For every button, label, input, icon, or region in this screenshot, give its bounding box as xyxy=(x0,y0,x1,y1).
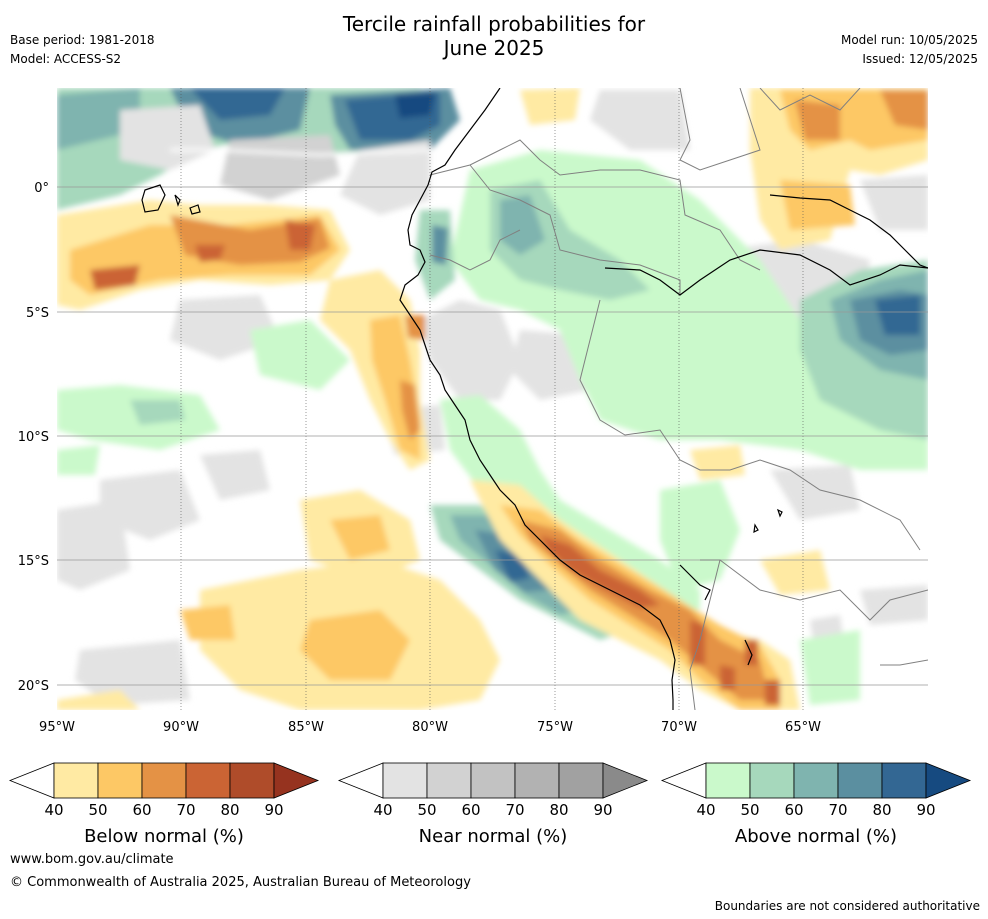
above-normal-swatch-40 xyxy=(705,762,751,799)
lon-tick-70w: 70°W xyxy=(661,720,697,735)
boundary-disclaimer: Boundaries are not considered authoritat… xyxy=(714,899,980,913)
map-title: Tercile rainfall probabilities for June … xyxy=(0,12,988,60)
map-area xyxy=(57,88,928,710)
colorbar-legends: 40 50 60 70 80 90 Below normal (%) 40 50 60 70 80 90… xyxy=(8,762,972,847)
lat-tick-20s: 20°S xyxy=(18,679,49,694)
near-normal-label-80: 80 xyxy=(549,801,568,819)
lon-tick-65w: 65°W xyxy=(785,720,821,735)
above-normal-swatch-50 xyxy=(749,762,795,799)
website-link[interactable]: www.bom.gov.au/climate xyxy=(10,852,174,867)
above-normal-label-90: 90 xyxy=(916,801,935,819)
lon-tick-80w: 80°W xyxy=(412,720,448,735)
below-normal-swatch-70 xyxy=(185,762,231,799)
near-normal-title: Near normal (%) xyxy=(419,826,568,847)
below-normal-colorbar: 40 50 60 70 80 90 Below normal (%) xyxy=(8,762,320,847)
copyright-notice: © Commonwealth of Australia 2025, Austra… xyxy=(10,875,471,890)
near-normal-swatch-50 xyxy=(426,762,472,799)
below-normal-label-50: 50 xyxy=(88,801,107,819)
below-normal-swatch-50 xyxy=(97,762,143,799)
above-normal-label-70: 70 xyxy=(828,801,847,819)
lat-tick-15s: 15°S xyxy=(18,554,49,569)
lon-tick-95w: 95°W xyxy=(39,720,75,735)
near-normal-label-70: 70 xyxy=(505,801,524,819)
below-normal-label-90: 90 xyxy=(264,801,283,819)
below-normal-label-40: 40 xyxy=(44,801,63,819)
coastlines xyxy=(141,88,928,710)
near-normal-label-60: 60 xyxy=(461,801,480,819)
below-normal-swatch-80 xyxy=(229,762,275,799)
lat-tick-10s: 10°S xyxy=(18,430,49,445)
near-normal-label-50: 50 xyxy=(417,801,436,819)
near-normal-swatch-70 xyxy=(514,762,560,799)
lon-tick-90w: 90°W xyxy=(163,720,199,735)
below-normal-label-80: 80 xyxy=(220,801,239,819)
below-normal-label-60: 60 xyxy=(132,801,151,819)
near-normal-high-extension xyxy=(602,762,649,799)
model-name: Model: ACCESS-S2 xyxy=(10,52,122,66)
below-normal-title: Below normal (%) xyxy=(84,826,244,847)
near-normal-swatch-40 xyxy=(382,762,428,799)
above-normal-label-50: 50 xyxy=(740,801,759,819)
near-normal-low-extension xyxy=(337,762,384,799)
above-normal-swatch-60 xyxy=(793,762,839,799)
issued-date: Issued: 12/05/2025 xyxy=(862,52,978,66)
below-normal-label-70: 70 xyxy=(176,801,195,819)
near-normal-label-90: 90 xyxy=(593,801,612,819)
below-normal-swatch-40 xyxy=(53,762,99,799)
above-normal-swatch-80 xyxy=(881,762,927,799)
above-normal-label-60: 60 xyxy=(784,801,803,819)
above-normal-title: Above normal (%) xyxy=(735,826,897,847)
title-line-2: June 2025 xyxy=(443,36,545,60)
title-line-1: Tercile rainfall probabilities for xyxy=(342,12,646,36)
near-normal-colorbar: 40 50 60 70 80 90 Near normal (%) xyxy=(337,762,649,847)
above-normal-colorbar: 40 50 60 70 80 90 Above normal (%) xyxy=(660,762,972,847)
lat-tick-5s: 5°S xyxy=(26,306,49,321)
lon-tick-75w: 75°W xyxy=(537,720,573,735)
above-normal-label-80: 80 xyxy=(872,801,891,819)
lon-tick-85w: 85°W xyxy=(288,720,324,735)
above-normal-swatch-70 xyxy=(837,762,883,799)
country-borders xyxy=(429,88,928,710)
longitude-ticks: 95°W 90°W 85°W 80°W 75°W 70°W 65°W xyxy=(39,720,821,735)
latitude-ticks: 0° 5°S 10°S 15°S 20°S xyxy=(18,181,49,694)
above-normal-high-extension xyxy=(925,762,972,799)
lat-tick-0: 0° xyxy=(34,181,49,196)
model-run: Model run: 10/05/2025 xyxy=(840,33,978,47)
near-normal-label-40: 40 xyxy=(373,801,392,819)
near-normal-swatch-60 xyxy=(470,762,516,799)
below-normal-swatch-60 xyxy=(141,762,187,799)
above-normal-low-extension xyxy=(660,762,707,799)
below-normal-high-extension xyxy=(273,762,320,799)
probability-shading xyxy=(57,88,928,710)
base-period: Base period: 1981-2018 xyxy=(10,33,155,47)
near-normal-swatch-80 xyxy=(558,762,604,799)
above-normal-label-40: 40 xyxy=(696,801,715,819)
below-normal-low-extension xyxy=(8,762,55,799)
